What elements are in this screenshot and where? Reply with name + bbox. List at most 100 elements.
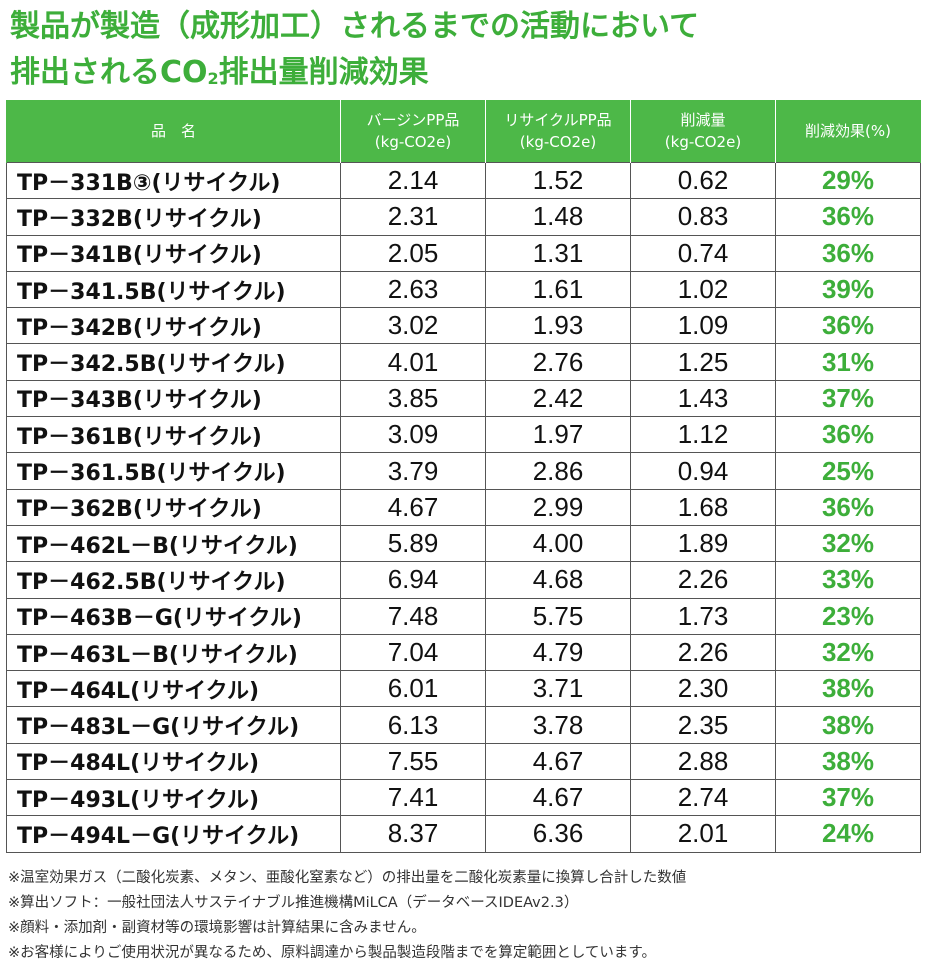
- virgin-value-cell: 5.89: [340, 524, 486, 563]
- product-name-cell: TP－484L(リサイクル): [6, 742, 341, 781]
- virgin-value-cell: 8.37: [340, 815, 486, 853]
- effect-value-cell: 32%: [775, 633, 921, 672]
- recycled-value-cell: 4.00: [485, 524, 631, 563]
- reduction-value-cell: 2.30: [630, 670, 776, 708]
- effect-value-cell: 37%: [775, 779, 921, 817]
- product-name-cell: TP－493L(リサイクル): [6, 779, 341, 817]
- effect-value-cell: 36%: [775, 234, 921, 272]
- product-name-cell: TP－342B(リサイクル): [6, 307, 341, 345]
- header-product-name: 品 名: [6, 100, 341, 163]
- header-reduction: 削減量 (kg-CO2e): [630, 100, 776, 163]
- header-effect: 削減効果(%): [775, 100, 921, 163]
- table-row: TP－463B－G(リサイクル) 7.48 5.75 1.73 23%: [6, 597, 921, 635]
- footnotes: ※温室効果ガス（二酸化炭素、メタン、亜酸化窒素など）の排出量を二酸化炭素量に換算…: [8, 866, 923, 966]
- header-reduction-unit: (kg-CO2e): [664, 133, 742, 151]
- reduction-value-cell: 2.88: [630, 742, 776, 781]
- product-name-cell: TP－361B(リサイクル): [6, 416, 341, 454]
- product-name-cell: TP－464L(リサイクル): [6, 670, 341, 708]
- reduction-value-cell: 1.09: [630, 307, 776, 345]
- table-row: TP－341B(リサイクル) 2.05 1.31 0.74 36%: [6, 234, 921, 272]
- recycled-value-cell: 4.67: [485, 742, 631, 781]
- header-reduction-label: 削減量: [680, 111, 726, 129]
- recycled-value-cell: 5.75: [485, 597, 631, 635]
- reduction-value-cell: 0.83: [630, 198, 776, 236]
- footnote: ※お客様によりご使用状況が異なるため、原料調達から製品製造段階までを算定範囲とし…: [8, 945, 656, 961]
- recycled-value-cell: 1.31: [485, 234, 631, 272]
- product-name-cell: TP－341.5B(リサイクル): [6, 270, 341, 309]
- reduction-value-cell: 1.43: [630, 379, 776, 418]
- product-name-cell: TP－342.5B(リサイクル): [6, 343, 341, 381]
- virgin-value-cell: 4.01: [340, 343, 486, 381]
- virgin-value-cell: 7.55: [340, 742, 486, 781]
- effect-value-cell: 38%: [775, 670, 921, 708]
- virgin-value-cell: 7.48: [340, 597, 486, 635]
- table-row: TP－463L－B(リサイクル) 7.04 4.79 2.26 32%: [6, 633, 921, 672]
- product-name-cell: TP－483L－G(リサイクル): [6, 706, 341, 744]
- reduction-value-cell: 2.26: [630, 561, 776, 599]
- table-row: TP－331B③(リサイクル) 2.14 1.52 0.62 29%: [6, 161, 921, 200]
- effect-value-cell: 36%: [775, 198, 921, 236]
- virgin-value-cell: 2.14: [340, 161, 486, 200]
- recycled-value-cell: 4.68: [485, 561, 631, 599]
- effect-value-cell: 38%: [775, 742, 921, 781]
- table-row: TP－462.5B(リサイクル) 6.94 4.68 2.26 33%: [6, 561, 921, 599]
- product-name-cell: TP－343B(リサイクル): [6, 379, 341, 418]
- title-line-2-prefix: 排出されるCO: [10, 55, 208, 90]
- virgin-value-cell: 6.01: [340, 670, 486, 708]
- reduction-value-cell: 1.02: [630, 270, 776, 309]
- reduction-value-cell: 2.26: [630, 633, 776, 672]
- product-name-cell: TP－331B③(リサイクル): [6, 161, 341, 200]
- recycled-value-cell: 2.99: [485, 488, 631, 526]
- effect-value-cell: 37%: [775, 379, 921, 418]
- effect-value-cell: 24%: [775, 815, 921, 853]
- effect-value-cell: 36%: [775, 416, 921, 454]
- table-row: TP－464L(リサイクル) 6.01 3.71 2.30 38%: [6, 670, 921, 708]
- header-virgin-unit: (kg-CO2e): [374, 133, 452, 151]
- table-row: TP－462L－B(リサイクル) 5.89 4.00 1.89 32%: [6, 524, 921, 563]
- reduction-value-cell: 2.74: [630, 779, 776, 817]
- virgin-value-cell: 3.09: [340, 416, 486, 454]
- product-name-cell: TP－341B(リサイクル): [6, 234, 341, 272]
- title-line-1: 製品が製造（成形加工）されるまでの活動において: [10, 9, 700, 44]
- footnote: ※温室効果ガス（二酸化炭素、メタン、亜酸化窒素など）の排出量を二酸化炭素量に換算…: [8, 870, 687, 886]
- reduction-value-cell: 0.94: [630, 452, 776, 490]
- table-row: TP－332B(リサイクル) 2.31 1.48 0.83 36%: [6, 198, 921, 236]
- virgin-value-cell: 6.13: [340, 706, 486, 744]
- header-recycled-unit: (kg-CO2e): [519, 133, 597, 151]
- reduction-value-cell: 2.35: [630, 706, 776, 744]
- reduction-value-cell: 1.68: [630, 488, 776, 526]
- recycled-value-cell: 1.97: [485, 416, 631, 454]
- effect-value-cell: 38%: [775, 706, 921, 744]
- recycled-value-cell: 2.76: [485, 343, 631, 381]
- header-recycled-pp: リサイクルPP品 (kg-CO2e): [485, 100, 631, 163]
- table-row: TP－494L－G(リサイクル) 8.37 6.36 2.01 24%: [6, 815, 921, 853]
- effect-value-cell: 36%: [775, 307, 921, 345]
- virgin-value-cell: 3.02: [340, 307, 486, 345]
- virgin-value-cell: 2.31: [340, 198, 486, 236]
- table-row: TP－483L－G(リサイクル) 6.13 3.78 2.35 38%: [6, 706, 921, 744]
- reduction-value-cell: 1.73: [630, 597, 776, 635]
- recycled-value-cell: 4.79: [485, 633, 631, 672]
- product-name-cell: TP－463B－G(リサイクル): [6, 597, 341, 635]
- title-line-2: 排出されるCO2排出量削減効果: [10, 50, 920, 102]
- effect-value-cell: 25%: [775, 452, 921, 490]
- product-name-cell: TP－463L－B(リサイクル): [6, 633, 341, 672]
- product-name-cell: TP－362B(リサイクル): [6, 488, 341, 526]
- table-row: TP－362B(リサイクル) 4.67 2.99 1.68 36%: [6, 488, 921, 526]
- recycled-value-cell: 1.93: [485, 307, 631, 345]
- page-title: 製品が製造（成形加工）されるまでの活動において 排出されるCO2排出量削減効果: [10, 4, 920, 102]
- emission-table: 品 名 バージンPP品 (kg-CO2e) リサイクルPP品 (kg-CO2e) 削…: [6, 100, 921, 853]
- virgin-value-cell: 2.05: [340, 234, 486, 272]
- header-virgin-pp: バージンPP品 (kg-CO2e): [340, 100, 486, 163]
- title-line-2-suffix: 排出量削減効果: [218, 55, 429, 90]
- product-name-cell: TP－494L－G(リサイクル): [6, 815, 341, 853]
- product-name-cell: TP－332B(リサイクル): [6, 198, 341, 236]
- product-name-cell: TP－361.5B(リサイクル): [6, 452, 341, 490]
- table-row: TP－493L(リサイクル) 7.41 4.67 2.74 37%: [6, 779, 921, 817]
- recycled-value-cell: 1.48: [485, 198, 631, 236]
- effect-value-cell: 29%: [775, 161, 921, 200]
- table-row: TP－343B(リサイクル) 3.85 2.42 1.43 37%: [6, 379, 921, 418]
- reduction-value-cell: 1.89: [630, 524, 776, 563]
- recycled-value-cell: 2.42: [485, 379, 631, 418]
- product-name-cell: TP－462L－B(リサイクル): [6, 524, 341, 563]
